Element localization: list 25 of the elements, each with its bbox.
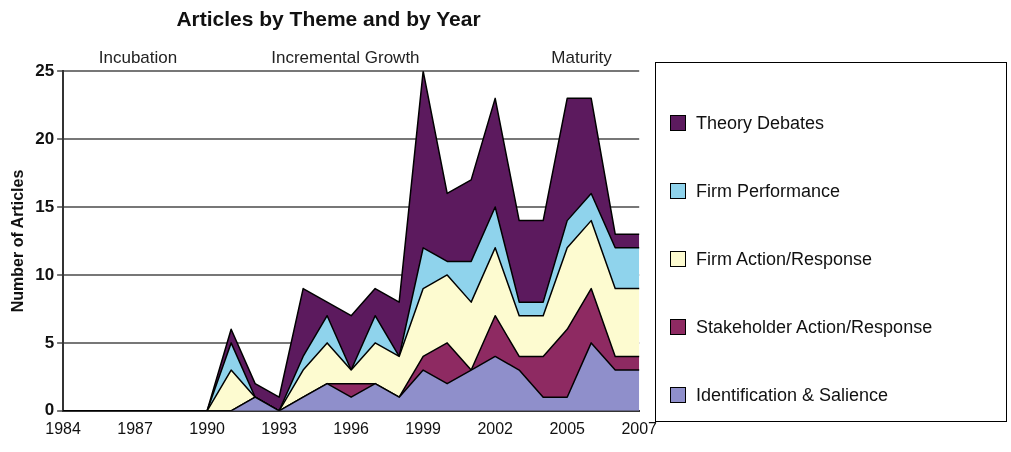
legend-label: Firm Performance (696, 180, 841, 202)
x-tick-label: 2002 (477, 419, 514, 437)
legend-label: Firm Action/Response (696, 248, 873, 270)
x-tick-label: 1987 (117, 419, 154, 437)
text: Maturity (551, 48, 613, 68)
x-tick-label: 1993 (261, 419, 298, 437)
y-tick-label: 15 (35, 196, 55, 216)
y-tick-label: 25 (35, 60, 55, 80)
text: Incubation (98, 48, 178, 68)
text: Incremental Growth (271, 48, 420, 68)
x-tick-label: 2005 (549, 419, 586, 437)
x-tick-label: 1984 (45, 419, 82, 437)
x-tick-label: 2007 (621, 419, 658, 437)
chart-title: Articles by Theme and by Year (176, 7, 481, 31)
legend-label: Theory Debates (696, 112, 825, 134)
x-tick-label: 1996 (333, 419, 370, 437)
y-tick-label: 0 (44, 400, 55, 420)
y-tick-label: 10 (35, 264, 55, 284)
y-axis-title: Number of Articles (9, 169, 27, 313)
x-tick-label: 1999 (405, 419, 442, 437)
y-tick-label: 20 (35, 128, 55, 148)
y-tick-label: 5 (44, 332, 55, 352)
x-tick-label: 1990 (189, 419, 226, 437)
legend-label: Stakeholder Action/Response (696, 316, 933, 338)
legend-label: Identification & Salience (696, 384, 889, 406)
